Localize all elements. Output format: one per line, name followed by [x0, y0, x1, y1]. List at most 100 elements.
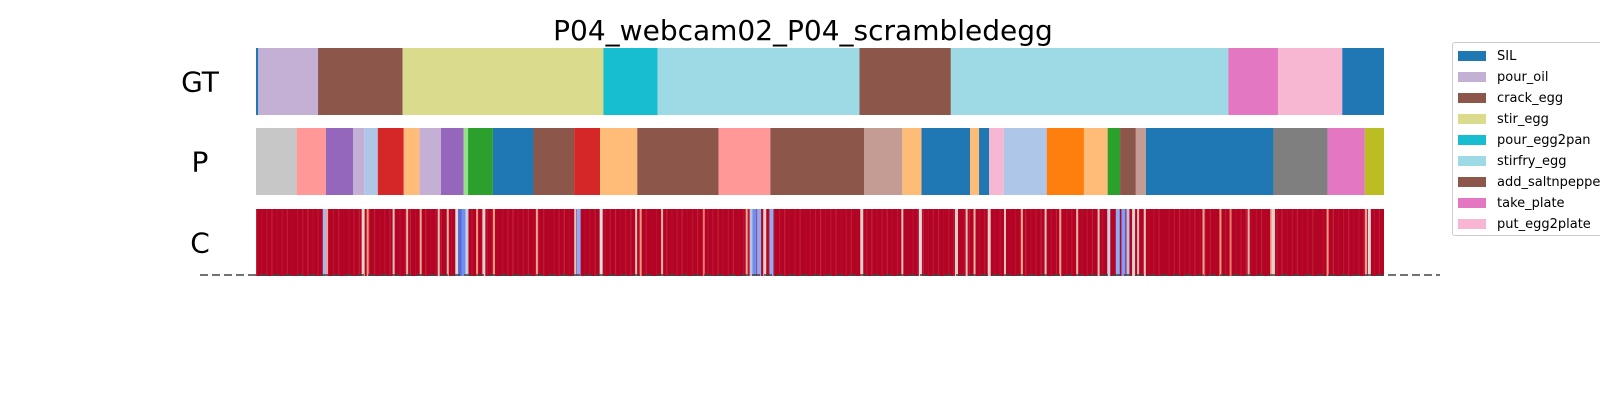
segment-p-24: [1003, 128, 1047, 195]
legend-label: take_plate: [1497, 195, 1565, 211]
confidence-texture-18: [348, 209, 350, 276]
confidence-texture-106: [799, 209, 801, 276]
confidence-texture-90: [717, 209, 719, 276]
legend-entry-0: SIL: [1458, 46, 1516, 66]
confidence-texture-33: [425, 209, 427, 276]
confidence-texture-84: [686, 209, 688, 276]
confidence-texture-147: [1009, 209, 1011, 276]
confidence-texture-161: [1081, 209, 1083, 276]
confidence-dip-42: [1097, 209, 1100, 276]
confidence-texture-180: [1178, 209, 1181, 276]
segment-gt-4: [603, 48, 658, 115]
segment-p-5: [377, 128, 404, 195]
confidence-texture-38: [450, 209, 453, 276]
confidence-texture-59: [558, 209, 560, 276]
confidence-texture-157: [1060, 209, 1063, 276]
confidence-texture-151: [1030, 209, 1032, 276]
confidence-texture-145: [999, 209, 1001, 276]
legend-label: pour_oil: [1497, 69, 1549, 85]
row-label-p: P: [192, 146, 209, 179]
confidence-texture-158: [1066, 209, 1068, 276]
confidence-texture-210: [1332, 209, 1334, 276]
segment-p-16: [718, 128, 771, 195]
confidence-dip-5: [406, 209, 409, 276]
confidence-texture-112: [830, 209, 832, 276]
segment-gt-0: [256, 48, 259, 115]
confidence-dip-26: [752, 209, 757, 276]
confidence-texture-200: [1281, 209, 1283, 276]
confidence-texture-7: [291, 209, 294, 276]
confidence-texture-156: [1055, 209, 1058, 276]
confidence-texture-2: [266, 209, 268, 276]
confidence-texture-187: [1214, 209, 1216, 276]
segment-p-9: [463, 128, 469, 195]
confidence-dip-10: [458, 209, 463, 276]
confidence-dip-45: [1121, 209, 1126, 276]
confidence-dip-4: [392, 209, 395, 276]
confidence-texture-10: [307, 209, 309, 276]
confidence-texture-175: [1153, 209, 1155, 276]
confidence-texture-24: [379, 209, 381, 276]
confidence-dip-43: [1107, 209, 1111, 276]
segment-gt-6: [859, 48, 951, 115]
confidence-dip-36: [987, 209, 991, 276]
confidence-dip-23: [702, 209, 705, 276]
confidence-texture-6: [286, 209, 288, 276]
confidence-texture-66: [594, 209, 596, 276]
legend-swatch: [1458, 156, 1486, 166]
confidence-texture-49: [507, 209, 509, 276]
confidence-texture-54: [532, 209, 535, 276]
confidence-dip-28: [763, 209, 767, 276]
confidence-dip-25: [749, 209, 753, 276]
confidence-texture-42: [471, 209, 473, 276]
confidence-texture-86: [696, 209, 699, 276]
confidence-texture-192: [1240, 209, 1242, 276]
confidence-texture-53: [527, 209, 529, 276]
legend-entry-7: take_plate: [1458, 193, 1565, 213]
confidence-texture-150: [1025, 209, 1027, 276]
confidence-texture-199: [1276, 209, 1278, 276]
confidence-texture-20: [358, 209, 360, 276]
confidence-texture-73: [630, 209, 632, 276]
legend-label: put_egg2plate: [1497, 216, 1591, 232]
segment-p-18: [863, 128, 903, 195]
row-label-c: C: [190, 227, 210, 260]
legend-swatch: [1458, 219, 1486, 229]
confidence-dip-44: [1115, 209, 1120, 276]
confidence-texture-216: [1363, 209, 1365, 276]
confidence-texture-164: [1096, 209, 1099, 276]
confidence-texture-189: [1225, 209, 1227, 276]
confidence-texture-178: [1168, 209, 1170, 276]
confidence-texture-81: [671, 209, 673, 276]
segment-p-2: [325, 128, 354, 195]
confidence-dip-6: [419, 209, 422, 276]
legend: SIL pour_oil crack_egg stir_egg pour_egg2pan…: [1452, 42, 1600, 236]
confidence-texture-55: [538, 209, 540, 276]
confidence-texture-50: [512, 209, 514, 276]
confidence-texture-149: [1019, 209, 1022, 276]
legend-entry-3: stir_egg: [1458, 109, 1549, 129]
segment-p-19: [902, 128, 922, 195]
confidence-dip-30: [860, 209, 864, 276]
confidence-dip-46: [1126, 209, 1130, 276]
confidence-dip-52: [1229, 209, 1232, 276]
confidence-dip-20: [635, 209, 638, 276]
confidence-texture-193: [1245, 209, 1247, 276]
confidence-texture-207: [1317, 209, 1319, 276]
confidence-texture-219: [1378, 209, 1381, 276]
confidence-texture-121: [876, 209, 878, 276]
confidence-dip-7: [437, 209, 440, 276]
confidence-texture-120: [871, 209, 873, 276]
legend-swatch: [1458, 135, 1486, 145]
confidence-texture-127: [907, 209, 909, 276]
confidence-dip-2: [361, 209, 365, 276]
rows-layer: GT P C: [181, 48, 1384, 276]
segment-p-14: [600, 128, 638, 195]
confidence-texture-139: [968, 209, 970, 276]
segment-p-21: [970, 128, 980, 195]
legend-label: stirfry_egg: [1497, 153, 1567, 169]
segment-p-26: [1083, 128, 1108, 195]
confidence-texture-78: [655, 209, 658, 276]
confidence-texture-37: [445, 209, 447, 276]
confidence-texture-107: [804, 209, 806, 276]
